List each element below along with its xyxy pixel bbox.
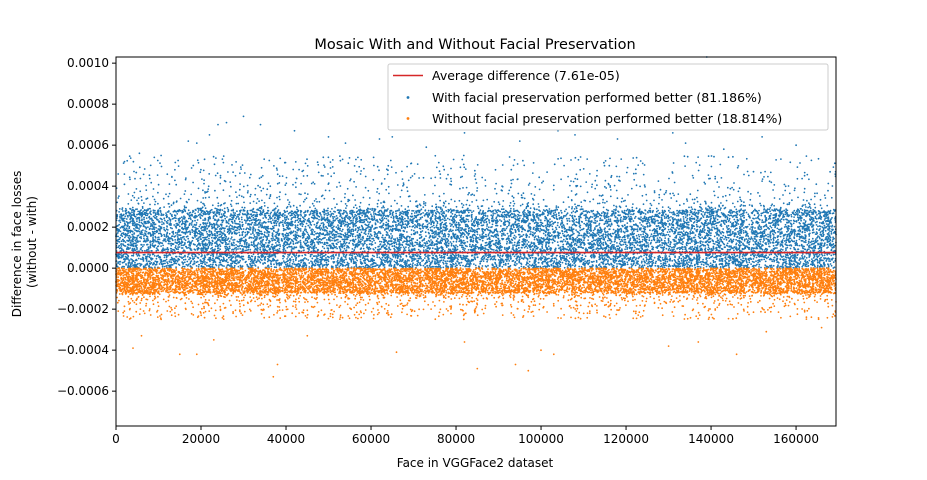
y-tick-label: 0.0000 — [67, 261, 109, 275]
y-tick-label: 0.0008 — [67, 97, 109, 111]
series-without-preservation-points — [115, 267, 837, 378]
x-tick-label: 20000 — [182, 432, 220, 446]
x-tick-label: 160000 — [773, 432, 819, 446]
legend-with-label: With facial preservation performed bette… — [432, 90, 762, 105]
y-tick-label: 0.0010 — [67, 56, 109, 70]
y-axis-label-line-2: (without - with) — [25, 196, 39, 288]
y-tick-label: −0.0006 — [57, 384, 109, 398]
legend-without-label: Without facial preservation performed be… — [432, 111, 782, 126]
y-axis-label: Difference in face losses (without - wit… — [10, 167, 39, 317]
x-tick-label: 0 — [112, 432, 120, 446]
x-tick-label: 140000 — [688, 432, 734, 446]
chart-title: Mosaic With and Without Facial Preservat… — [314, 37, 635, 53]
x-axis: 0 20000 40000 60000 80000 100000 120000 140000 1… — [112, 426, 819, 446]
legend-average-label: Average difference (7.61e-05) — [432, 68, 620, 83]
y-tick-label: 0.0006 — [67, 138, 109, 152]
legend-with-swatch — [406, 96, 410, 99]
x-tick-label: 80000 — [437, 432, 475, 446]
legend-box — [387, 63, 829, 131]
scatter-points — [115, 56, 837, 378]
legend-without-swatch — [406, 117, 410, 120]
x-tick-label: 100000 — [518, 432, 564, 446]
x-tick-label: 120000 — [603, 432, 649, 446]
y-axis: −0.0006 −0.0004 −0.0002 0.0000 0.0002 0.0004 0… — [57, 56, 116, 398]
legend: Average difference (7.61e-05) With facia… — [387, 63, 829, 131]
x-tick-label: 60000 — [352, 432, 390, 446]
y-tick-label: −0.0002 — [57, 302, 109, 316]
x-axis-label: Face in VGGFace2 dataset — [397, 456, 554, 470]
x-tick-label: 40000 — [267, 432, 305, 446]
y-axis-label-line-1: Difference in face losses — [10, 171, 24, 318]
plot-area — [115, 56, 837, 427]
y-tick-label: −0.0004 — [57, 343, 109, 357]
y-tick-label: 0.0004 — [67, 179, 109, 193]
y-tick-label: 0.0002 — [67, 220, 109, 234]
series-with-preservation-points — [115, 56, 837, 270]
